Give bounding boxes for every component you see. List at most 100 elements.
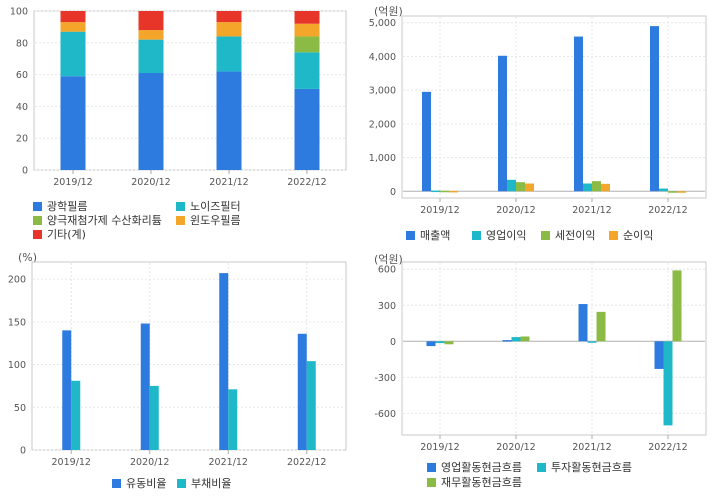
legend-swatch — [33, 230, 42, 239]
legend-item-noise-filter[interactable]: 노이즈필터 — [176, 200, 241, 214]
bar-0-2 — [219, 273, 229, 450]
bar-1-3 — [659, 188, 668, 192]
legend-swatch — [427, 478, 436, 487]
bar-1-1 — [507, 179, 516, 192]
legend-item-financing-cf[interactable]: 재무활동현금흐름 — [427, 476, 522, 490]
legend-label: 투자활동현금흐름 — [551, 461, 632, 474]
bar-0-3 — [294, 88, 320, 170]
y-tick-label: 0 — [22, 166, 28, 177]
legend-item-investing-cf[interactable]: 투자활동현금흐름 — [537, 461, 632, 475]
bar-3-0 — [60, 22, 86, 32]
x-tick-label: 2020/12 — [131, 177, 170, 188]
bar-0-0 — [60, 76, 86, 170]
legend-swatch — [609, 231, 618, 240]
bar-0-3 — [650, 26, 659, 192]
y-tick-label: 300 — [378, 301, 396, 312]
bar-0-1 — [138, 73, 164, 170]
ratio-chart-panel: (%) 0 50 100 150 200 2019/12 2020/12 2021/12 202… — [0, 248, 360, 496]
y-tick-label: 0 — [390, 337, 396, 348]
y-tick-label: 600 — [378, 265, 396, 276]
legend-label: 매출액 — [420, 229, 451, 242]
bar-1-1 — [149, 385, 159, 450]
x-tick-label: 2022/12 — [648, 442, 687, 453]
legend-item-operating-profit[interactable]: 영업이익 — [472, 229, 526, 243]
legend-item-current-ratio[interactable]: 유동비율 — [112, 477, 166, 491]
x-tick-label: 2022/12 — [287, 177, 326, 188]
x-tick-label: 2021/12 — [209, 177, 248, 188]
legend-item-operating-cf[interactable]: 영업활동현금흐름 — [427, 461, 522, 475]
legend-item-net-profit[interactable]: 순이익 — [609, 229, 653, 243]
legend-item-window-film[interactable]: 윈도우필름 — [176, 214, 241, 228]
bar-1-3 — [294, 52, 320, 89]
y-tick-label: 40 — [16, 102, 28, 113]
bar-0-1 — [498, 55, 507, 192]
income-chart: 0 1,000 2,000 3,000 4,000 5,000 2019/12 2020/12… — [369, 15, 707, 216]
income-chart-panel: (억원) 0 1,000 2,000 3,000 4,000 5,000 2019/12 20… — [360, 0, 720, 248]
bar-0-0 — [426, 341, 436, 347]
y-tick-label: 0 — [20, 446, 26, 457]
legend-item-optical-film[interactable]: 광학필름 — [33, 200, 87, 214]
legend-label: 윈도우필름 — [190, 214, 241, 227]
bar-1-3 — [663, 341, 673, 426]
x-tick-label: 2020/12 — [496, 205, 535, 216]
bar-2-3 — [668, 191, 677, 193]
legend-swatch — [176, 216, 185, 225]
y-tick-label: 5,000 — [369, 18, 396, 29]
bar-0-1 — [502, 340, 512, 342]
legend-label: 영업이익 — [486, 229, 527, 242]
bar-3-1 — [138, 30, 164, 40]
y-tick-label: 200 — [8, 275, 26, 286]
legend-item-others[interactable]: 기타(계) — [33, 228, 86, 242]
bar-2-3 — [672, 270, 682, 342]
x-tick-label: 2019/12 — [53, 177, 92, 188]
y-tick-label: 20 — [16, 134, 28, 145]
x-tick-label: 2022/12 — [648, 205, 687, 216]
bar-3-3 — [294, 23, 320, 37]
x-tick-label: 2021/12 — [572, 442, 611, 453]
x-tick-label: 2020/12 — [496, 442, 535, 453]
bar-0-2 — [216, 71, 242, 170]
legend-item-cathode-additive[interactable]: 양극재첨가제 수산화리튬 — [33, 214, 162, 228]
bar-2-2 — [596, 311, 606, 342]
x-tick-label: 2021/12 — [209, 457, 248, 468]
legend-swatch — [406, 231, 415, 240]
legend-label: 양극재첨가제 수산화리튬 — [47, 214, 162, 227]
bar-1-1 — [138, 39, 164, 74]
income-legend: 매출액 영업이익 세전이익 순이익 — [406, 229, 716, 245]
y-tick-label: 3,000 — [369, 86, 396, 97]
legend-swatch — [176, 202, 185, 211]
bar-3-1 — [525, 183, 534, 192]
bar-3-0 — [449, 190, 458, 193]
y-tick-label: 100 — [10, 7, 28, 18]
y-tick-label: 4,000 — [369, 52, 396, 63]
bar-1-0 — [71, 380, 81, 450]
bar-4-1 — [138, 11, 164, 31]
y-tick-label: 150 — [8, 317, 26, 328]
legend-label: 영업활동현금흐름 — [441, 461, 522, 474]
plot-frame — [401, 261, 707, 436]
bar-0-3 — [654, 341, 664, 369]
legend-swatch — [541, 231, 550, 240]
plot-frame — [401, 15, 707, 199]
legend-item-debt-ratio[interactable]: 부채비율 — [177, 477, 231, 491]
legend-swatch — [33, 202, 42, 211]
income-unit-label: (억원) — [374, 5, 403, 18]
legend-label: 세전이익 — [555, 229, 596, 242]
bar-3-3 — [677, 191, 686, 193]
bar-2-0 — [444, 341, 454, 345]
legend-item-revenue[interactable]: 매출액 — [406, 229, 450, 243]
y-tick-label: 2,000 — [369, 119, 396, 130]
bar-1-2 — [583, 183, 592, 192]
y-tick-label: -300 — [374, 373, 396, 384]
x-tick-label: 2019/12 — [52, 457, 91, 468]
legend-item-pretax-profit[interactable]: 세전이익 — [541, 229, 595, 243]
bar-1-1 — [511, 337, 521, 342]
bar-0-2 — [578, 304, 588, 342]
legend-label: 유동비율 — [126, 477, 167, 490]
x-tick-label: 2019/12 — [420, 442, 459, 453]
bar-0-0 — [422, 91, 431, 192]
bar-0-1 — [140, 323, 150, 450]
ratio-chart: 0 50 100 150 200 2019/12 2020/12 2021/12 2022/12 — [8, 261, 347, 468]
bar-2-0 — [440, 190, 449, 193]
x-tick-label: 2019/12 — [420, 205, 459, 216]
